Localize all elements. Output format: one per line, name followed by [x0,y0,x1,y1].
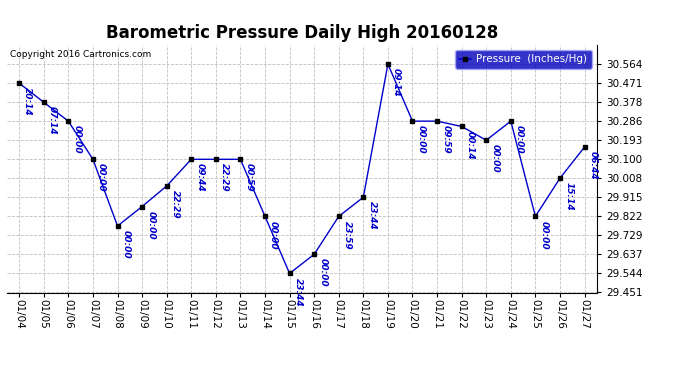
Text: 22:29: 22:29 [171,190,180,219]
Text: 00:00: 00:00 [269,220,278,249]
Text: 09:59: 09:59 [441,125,451,154]
Text: 23:59: 23:59 [343,220,352,249]
Text: 00:00: 00:00 [491,144,500,173]
Text: 15:14: 15:14 [564,182,573,211]
Text: 00:00: 00:00 [417,125,426,154]
Text: 00:59: 00:59 [244,164,254,192]
Text: 06:44: 06:44 [589,151,598,180]
Text: 07:14: 07:14 [48,106,57,135]
Text: 00:00: 00:00 [146,211,155,239]
Text: 00:00: 00:00 [97,164,106,192]
Text: 00:00: 00:00 [318,258,327,287]
Text: 09:14: 09:14 [392,68,401,97]
Text: 00:14: 00:14 [466,130,475,159]
Text: 00:00: 00:00 [72,125,81,154]
Text: 23:44: 23:44 [368,201,377,230]
Text: 22:29: 22:29 [220,164,229,192]
Text: 00:00: 00:00 [515,125,524,154]
Text: 00:00: 00:00 [121,230,130,259]
Text: 00:00: 00:00 [540,220,549,249]
Text: 09:44: 09:44 [195,164,204,192]
Legend: Pressure  (Inches/Hg): Pressure (Inches/Hg) [455,50,591,69]
Title: Barometric Pressure Daily High 20160128: Barometric Pressure Daily High 20160128 [106,24,498,42]
Text: 20:14: 20:14 [23,87,32,116]
Text: Copyright 2016 Cartronics.com: Copyright 2016 Cartronics.com [10,50,151,59]
Text: 23:44: 23:44 [294,278,303,306]
